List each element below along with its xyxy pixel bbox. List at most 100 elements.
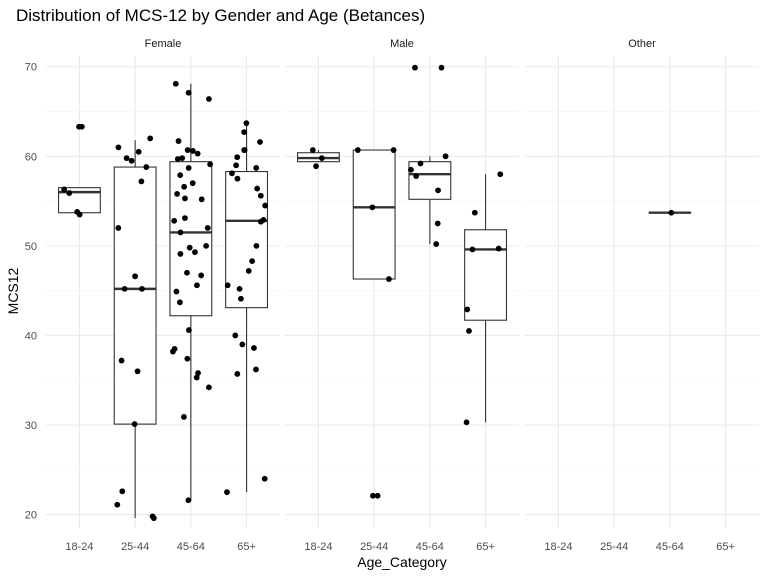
y-tick-label: 20: [25, 510, 37, 522]
data-point: [203, 242, 210, 249]
data-point: [193, 374, 200, 381]
boxplot-male-45-64: [408, 156, 452, 245]
data-point: [412, 64, 418, 71]
data-point: [257, 218, 264, 225]
y-tick-label: 50: [25, 241, 37, 253]
data-point: [318, 155, 325, 162]
data-point: [114, 501, 121, 508]
data-point: [238, 295, 244, 302]
data-point: [78, 123, 85, 130]
data-point: [466, 328, 472, 334]
data-point: [369, 204, 376, 211]
data-point: [66, 190, 73, 196]
x-tick-label: 45-64: [177, 541, 205, 553]
data-point: [176, 299, 183, 306]
box-iqr: [408, 161, 452, 200]
boxplot-male-18-24: [296, 150, 340, 163]
data-point: [463, 419, 470, 426]
data-point: [668, 209, 675, 216]
data-point: [234, 371, 241, 377]
data-point: [185, 89, 192, 96]
data-point: [417, 160, 424, 167]
y-tick-label: 70: [25, 62, 37, 74]
data-point: [189, 148, 196, 154]
facet-strip-label: Male: [390, 38, 414, 50]
data-point: [233, 162, 240, 169]
data-point: [497, 171, 504, 178]
data-point: [198, 272, 205, 279]
data-point: [189, 180, 196, 187]
y-tick-label: 60: [25, 151, 37, 163]
data-point: [206, 384, 212, 391]
x-tick-label: 45-64: [656, 541, 684, 553]
data-point: [185, 165, 192, 171]
data-point: [186, 244, 193, 251]
data-point: [185, 327, 192, 333]
data-point: [131, 421, 138, 428]
data-point: [204, 225, 211, 231]
data-point: [192, 249, 198, 256]
data-point: [254, 185, 261, 192]
x-axis-title: Age_Category: [357, 554, 447, 570]
data-point: [245, 268, 252, 274]
data-point: [253, 366, 259, 373]
data-point: [185, 497, 192, 504]
data-point: [181, 414, 187, 420]
data-point: [143, 164, 150, 170]
data-point: [442, 153, 449, 160]
data-point: [236, 285, 243, 292]
x-tick-label: 65+: [716, 541, 735, 553]
y-axis-title: MCS12: [5, 267, 21, 314]
data-point: [115, 225, 122, 231]
data-point: [313, 163, 319, 170]
y-tick-label: 30: [25, 420, 37, 432]
data-point: [175, 138, 182, 144]
box-iqr: [352, 149, 396, 280]
data-point: [177, 251, 184, 257]
data-point: [198, 196, 205, 203]
facet-strip-label: Other: [628, 38, 656, 50]
x-tick-label: 45-64: [416, 541, 444, 553]
boxplot-male-65+: [464, 174, 508, 423]
data-point: [229, 170, 235, 177]
facet-panel-male: Male 18-24 25-44 45-64 65+: [285, 38, 519, 553]
data-point: [139, 285, 145, 292]
data-point: [354, 147, 361, 153]
chart-title: Distribution of MCS-12 by Gender and Age…: [16, 6, 425, 25]
data-point: [241, 129, 248, 136]
data-point: [184, 355, 191, 362]
data-point: [253, 242, 260, 249]
data-point: [172, 80, 179, 87]
x-tick-label: 25-44: [600, 541, 628, 553]
boxplot-female-25-44: [113, 140, 157, 519]
data-point: [118, 357, 125, 364]
data-point: [184, 147, 191, 153]
data-point: [128, 157, 135, 164]
data-point: [257, 192, 264, 199]
box-iqr: [464, 229, 508, 321]
data-point: [224, 489, 230, 496]
data-point: [408, 166, 414, 173]
data-point: [253, 165, 260, 171]
data-point: [413, 173, 420, 179]
data-point: [138, 178, 145, 185]
data-point: [374, 492, 381, 499]
data-point: [261, 475, 268, 482]
facet-panel-female: Female 18-24 25-44 45-64 65+: [46, 38, 280, 553]
y-tick-label: 40: [25, 330, 37, 342]
data-point: [194, 282, 200, 289]
data-point: [132, 273, 138, 280]
data-point: [239, 341, 246, 348]
box-iqr: [113, 166, 157, 425]
x-tick-label: 25-44: [121, 541, 149, 553]
data-point: [177, 172, 184, 179]
data-point: [173, 288, 180, 295]
boxplot-female-65+: [225, 124, 269, 493]
facet-panel-other: Other 18-24 25-44 45-64 65+: [525, 38, 759, 553]
data-point: [76, 211, 83, 218]
data-point: [150, 515, 157, 522]
data-point: [243, 120, 250, 127]
data-point: [234, 175, 241, 182]
data-point: [471, 209, 478, 216]
